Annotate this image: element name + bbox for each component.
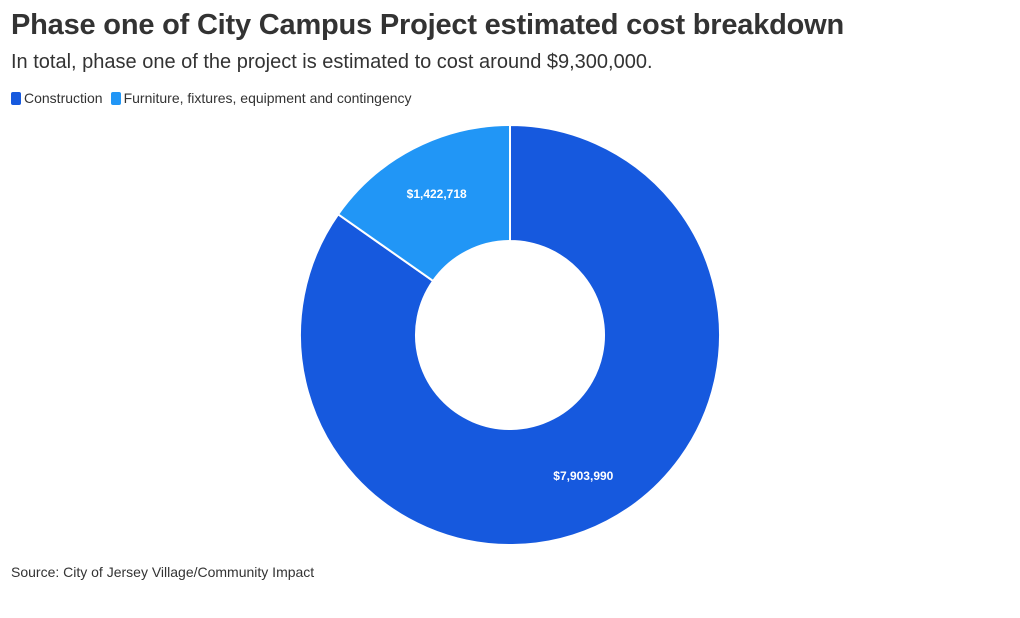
source-note: Source: City of Jersey Village/Community… xyxy=(11,564,315,580)
legend-swatch-construction xyxy=(11,91,21,105)
legend-label-furniture: Furniture, fixtures, equipment and conti… xyxy=(123,90,412,106)
legend-swatch-furniture xyxy=(110,91,121,105)
legend: Construction Furniture, fixtures, equipm… xyxy=(11,90,420,106)
legend-label-construction: Construction xyxy=(24,90,103,106)
slice-construction[interactable] xyxy=(299,123,721,546)
slice-label-furniture: $1,422,718 xyxy=(407,187,467,201)
slice-label-construction: $7,903,990 xyxy=(553,469,613,483)
legend-item-furniture[interactable]: Furniture, fixtures, equipment and conti… xyxy=(110,90,412,106)
chart-subtitle: In total, phase one of the project is es… xyxy=(11,51,653,73)
chart-title: Phase one of City Campus Project estimat… xyxy=(11,9,845,41)
slice-furniture[interactable] xyxy=(336,123,511,283)
legend-item-construction[interactable]: Construction xyxy=(11,90,103,106)
